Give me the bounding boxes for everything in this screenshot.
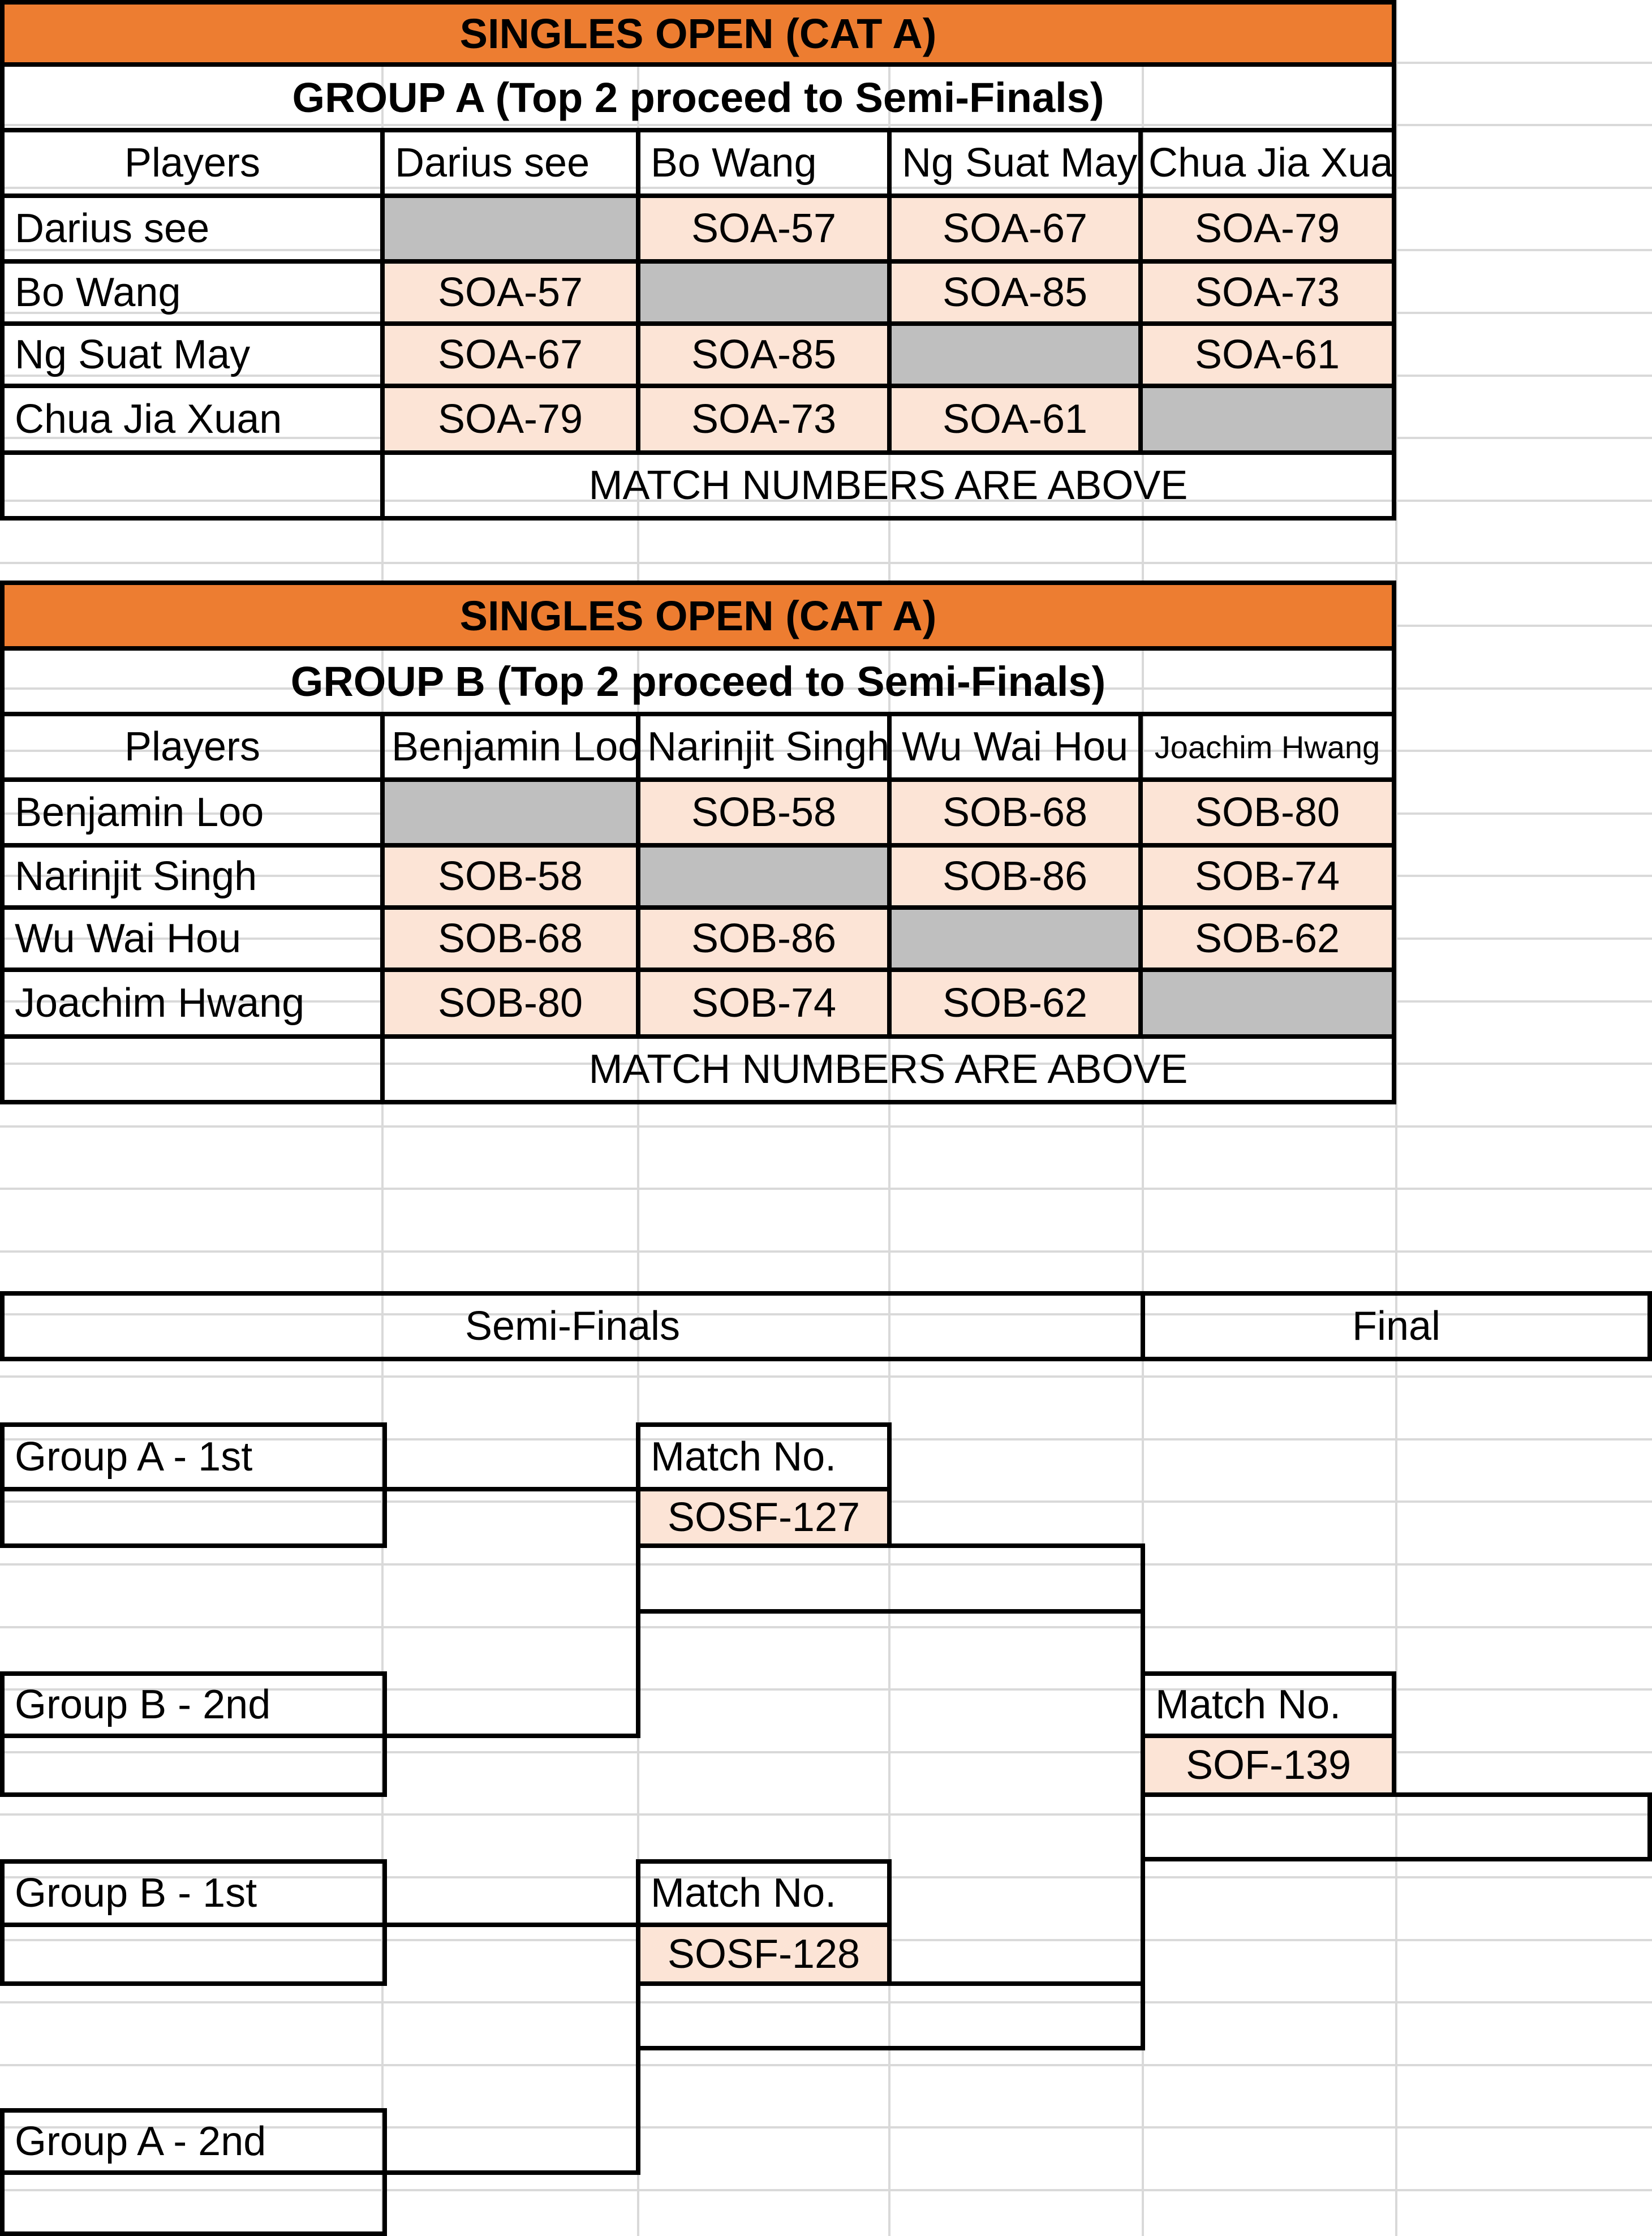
group-a-col-header-1: Darius see — [380, 128, 640, 198]
group-b-category-header: SINGLES OPEN (CAT A) — [0, 580, 1396, 651]
group-b-match-cell: SOB-68 — [380, 905, 640, 972]
semi-1-winner-slot — [636, 1543, 1145, 1614]
group-b-match-cell: SOB-58 — [636, 777, 892, 848]
group-b-match-cell: SOB-80 — [1138, 777, 1396, 848]
bracket-line — [382, 2170, 640, 2175]
group-a-col-header-4: Chua Jia Xuan — [1138, 128, 1396, 198]
group-a-match-cell: SOA-79 — [1138, 194, 1396, 264]
group-a-col-header-2: Bo Wang — [636, 128, 892, 198]
group-a-footer-blank — [0, 450, 385, 521]
group-b-match-cell: SOB-74 — [636, 968, 892, 1039]
group-b-diagonal-cell — [887, 905, 1143, 972]
group-a-title: GROUP A (Top 2 proceed to Semi-Finals) — [0, 62, 1396, 132]
group-b-diagonal-cell — [380, 777, 640, 848]
group-b-row-player: Narinjit Singh — [0, 843, 385, 910]
group-b-match-cell: SOB-80 — [380, 968, 640, 1039]
group-a-match-cell: SOA-67 — [380, 321, 640, 388]
bracket-line — [636, 1609, 640, 1738]
semi-2-match-number: SOSF-128 — [636, 1923, 892, 1986]
group-a-match-cell: SOA-85 — [887, 259, 1143, 326]
group-b-footer-note: MATCH NUMBERS ARE ABOVE — [380, 1034, 1396, 1104]
group-a-category-header: SINGLES OPEN (CAT A) — [0, 0, 1396, 67]
bracket-slot-blank — [0, 2170, 387, 2236]
bracket-line — [382, 1923, 640, 1927]
group-b-title: GROUP B (Top 2 proceed to Semi-Finals) — [0, 646, 1396, 716]
bracket-slot-blank — [0, 1734, 387, 1797]
semi-1-match-label: Match No. — [636, 1422, 892, 1491]
group-b-match-cell: SOB-86 — [887, 843, 1143, 910]
group-a-diagonal-cell — [380, 194, 640, 264]
bracket-line — [636, 2046, 640, 2175]
group-b-players-header: Players — [0, 712, 385, 782]
bracket-line — [382, 1734, 640, 1738]
group-b-row-player: Benjamin Loo — [0, 777, 385, 848]
bracket-slot-blank — [0, 1923, 387, 1986]
group-b-row-player: Wu Wai Hou — [0, 905, 385, 972]
group-b-match-cell: SOB-58 — [380, 843, 640, 910]
group-a-row-player: Darius see — [0, 194, 385, 264]
group-a-row-player: Ng Suat May — [0, 321, 385, 388]
group-a-match-cell: SOA-85 — [636, 321, 892, 388]
group-a-row-player: Chua Jia Xuan — [0, 384, 385, 455]
group-b-diagonal-cell — [636, 843, 892, 910]
group-b-match-cell: SOB-68 — [887, 777, 1143, 848]
bracket-line — [382, 1487, 640, 1491]
group-a-diagonal-cell — [1138, 384, 1396, 455]
group-b-col-header-1: Benjamin Loo — [380, 712, 640, 782]
group-b-footer-blank — [0, 1034, 385, 1104]
group-a-match-cell: SOA-73 — [1138, 259, 1396, 326]
semi-1-match-number: SOSF-127 — [636, 1487, 892, 1548]
bracket-slot-group-a-2nd: Group A - 2nd — [0, 2108, 387, 2175]
group-a-match-cell: SOA-57 — [380, 259, 640, 326]
group-a-match-cell: SOA-57 — [636, 194, 892, 264]
group-b-col-header-3: Wu Wai Hou — [887, 712, 1143, 782]
group-a-diagonal-cell — [636, 259, 892, 326]
group-b-match-cell: SOB-62 — [1138, 905, 1396, 972]
group-a-row-player: Bo Wang — [0, 259, 385, 326]
final-winner-slot — [1141, 1792, 1652, 1861]
group-a-match-cell: SOA-67 — [887, 194, 1143, 264]
group-b-match-cell: SOB-62 — [887, 968, 1143, 1039]
group-a-match-cell: SOA-73 — [636, 384, 892, 455]
final-header: Final — [1141, 1291, 1652, 1361]
group-a-diagonal-cell — [887, 321, 1143, 388]
final-match-number: SOF-139 — [1141, 1734, 1396, 1797]
group-b-match-cell: SOB-86 — [636, 905, 892, 972]
bracket-slot-blank — [0, 1487, 387, 1548]
group-b-match-cell: SOB-74 — [1138, 843, 1396, 910]
group-b-col-header-4: Joachim Hwang — [1138, 712, 1396, 782]
final-match-label: Match No. — [1141, 1671, 1396, 1738]
semi-2-match-label: Match No. — [636, 1859, 892, 1927]
bracket-slot-group-b-1st: Group B - 1st — [0, 1859, 387, 1927]
group-a-footer-note: MATCH NUMBERS ARE ABOVE — [380, 450, 1396, 521]
semi-finals-header: Semi-Finals — [0, 1291, 1145, 1361]
group-b-row-player: Joachim Hwang — [0, 968, 385, 1039]
bracket-slot-group-a-1st: Group A - 1st — [0, 1422, 387, 1491]
group-a-match-cell: SOA-79 — [380, 384, 640, 455]
group-a-match-cell: SOA-61 — [887, 384, 1143, 455]
group-b-diagonal-cell — [1138, 968, 1396, 1039]
group-a-match-cell: SOA-61 — [1138, 321, 1396, 388]
group-a-players-header: Players — [0, 128, 385, 198]
semi-2-winner-slot — [636, 1981, 1145, 2050]
group-b-col-header-2: Narinjit Singh — [636, 712, 892, 782]
bracket-slot-group-b-2nd: Group B - 2nd — [0, 1671, 387, 1738]
group-a-col-header-3: Ng Suat May — [887, 128, 1143, 198]
